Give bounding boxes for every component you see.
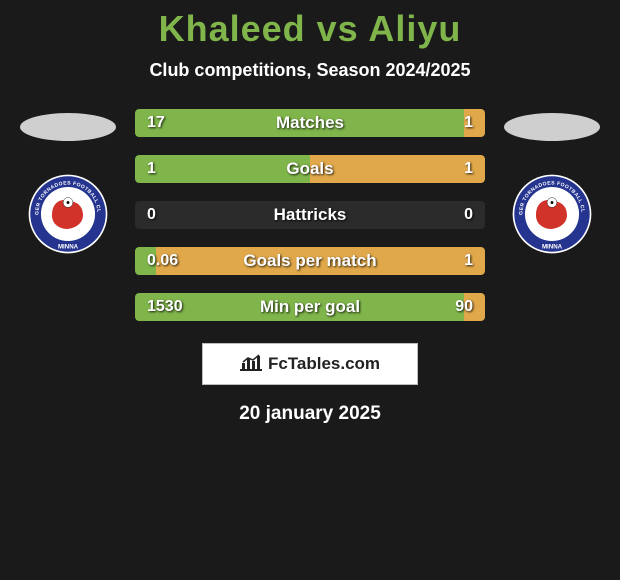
player1-name: Khaleed: [159, 8, 306, 49]
subtitle: Club competitions, Season 2024/2025: [0, 60, 620, 81]
stat-row: 171Matches: [135, 109, 485, 137]
stat-value-right: 1: [464, 160, 473, 178]
brand-attribution: FcTables.com: [202, 343, 418, 385]
stat-bar-right: [156, 247, 485, 275]
stat-value-right: 1: [464, 252, 473, 270]
chart-icon: [240, 353, 262, 376]
right-side-column: NIGER TORNADOES FOOTBALL CLUB MINNA: [497, 109, 607, 255]
player2-club-crest: NIGER TORNADOES FOOTBALL CLUB MINNA: [511, 173, 593, 255]
player1-club-crest: NIGER TORNADOES FOOTBALL CLUB MINNA: [27, 173, 109, 255]
svg-text:MINNA: MINNA: [542, 243, 563, 250]
player2-name: Aliyu: [368, 8, 461, 49]
stat-bar-right: [310, 155, 485, 183]
player1-photo-placeholder: [20, 113, 116, 141]
player2-photo-placeholder: [504, 113, 600, 141]
stat-row: 153090Min per goal: [135, 293, 485, 321]
stat-row: 0.061Goals per match: [135, 247, 485, 275]
stat-label: Hattricks: [135, 205, 485, 225]
stat-value-right: 90: [455, 298, 473, 316]
stat-value-right: 1: [464, 114, 473, 132]
brand-text: FcTables.com: [268, 354, 380, 374]
stat-value-left: 0: [147, 206, 156, 224]
stat-value-left: 17: [147, 114, 165, 132]
stat-bar-left: [135, 293, 464, 321]
stat-value-right: 0: [464, 206, 473, 224]
stat-value-left: 0.06: [147, 252, 178, 270]
stat-bar-left: [135, 109, 464, 137]
left-side-column: NIGER TORNADOES FOOTBALL CLUB MINNA: [13, 109, 123, 255]
stat-row: 11Goals: [135, 155, 485, 183]
vs-text: vs: [317, 8, 359, 49]
stat-value-left: 1: [147, 160, 156, 178]
stat-value-left: 1530: [147, 298, 183, 316]
comparison-card: Khaleed vs Aliyu Club competitions, Seas…: [0, 0, 620, 425]
date-text: 20 january 2025: [0, 403, 620, 425]
stat-bar-left: [135, 155, 310, 183]
main-row: NIGER TORNADOES FOOTBALL CLUB MINNA 17 1 M…: [0, 109, 620, 321]
stats-column: 171Matches11Goals00Hattricks0.061Goals p…: [135, 109, 485, 321]
page-title: Khaleed vs Aliyu: [0, 8, 620, 50]
svg-text:MINNA: MINNA: [58, 243, 79, 250]
stat-row: 0 0Hattricks: [135, 201, 485, 229]
